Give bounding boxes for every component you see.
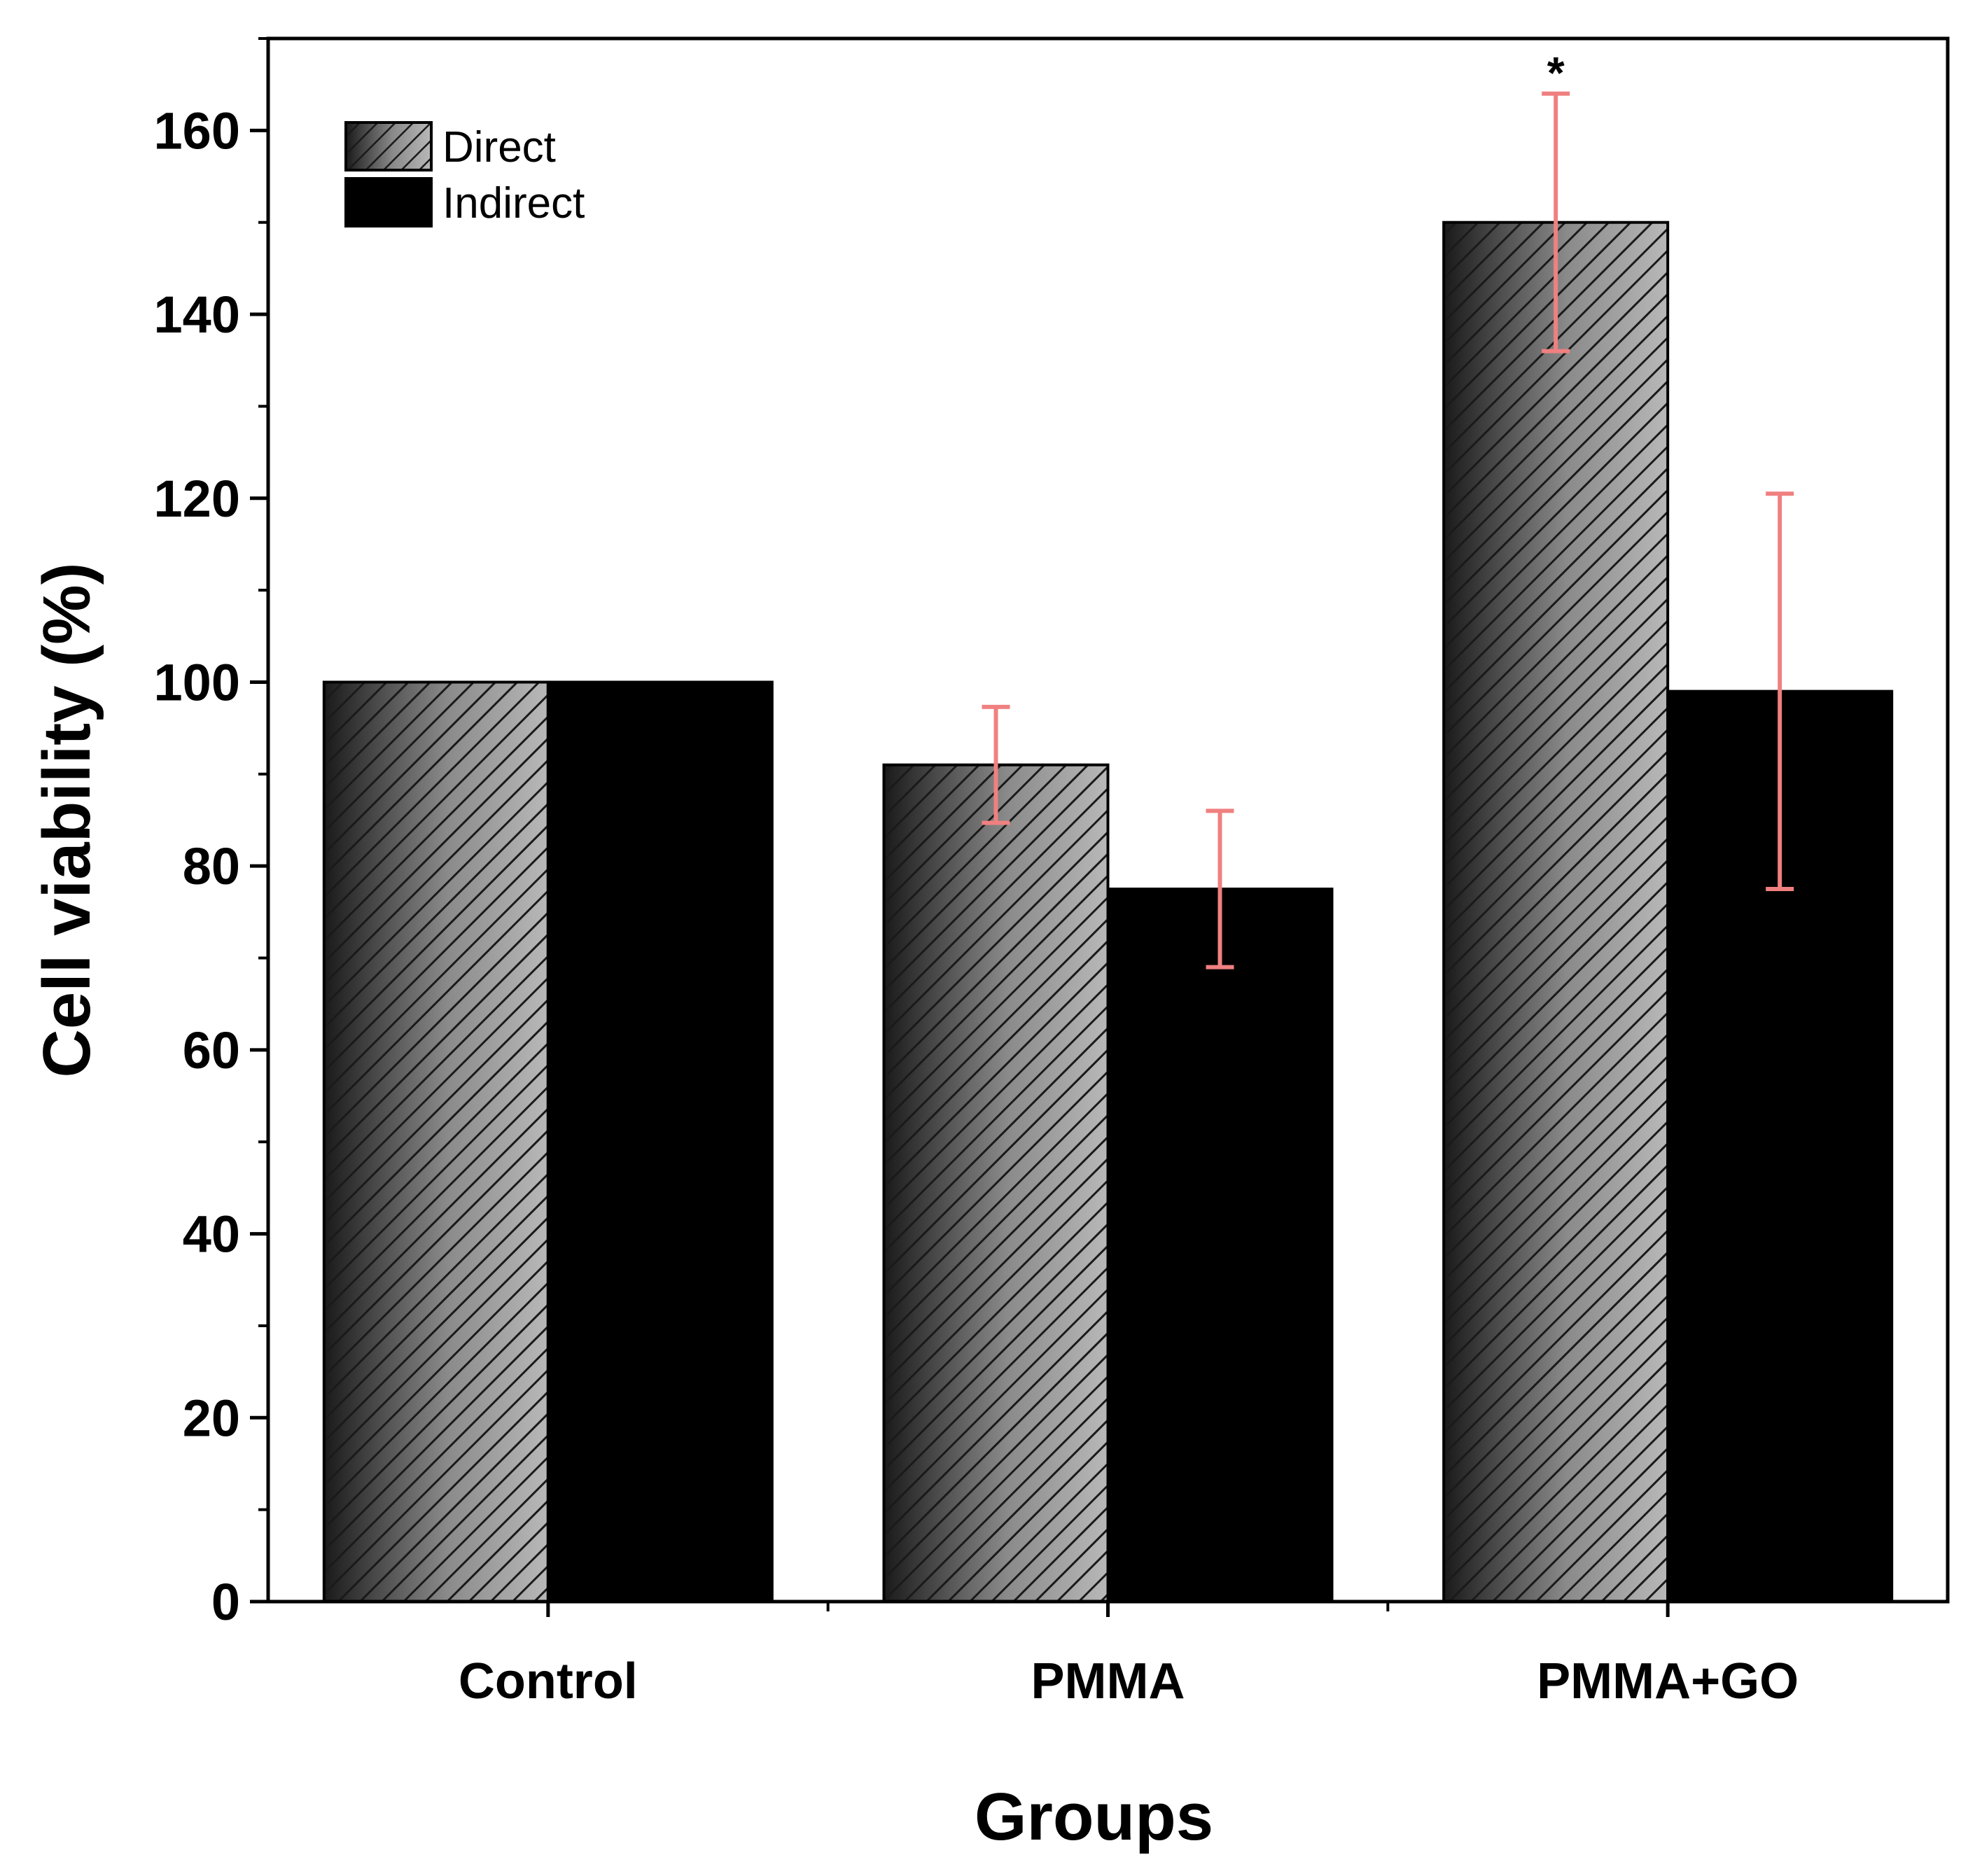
- x-tick-label: PMMA: [1031, 1653, 1185, 1709]
- y-tick-label: 0: [211, 1573, 240, 1631]
- axes-layer: [250, 36, 1950, 1617]
- y-tick-label: 160: [154, 102, 240, 160]
- bar-direct-pmma-go-hatch: [1442, 220, 1670, 1603]
- x-tick-label: Control: [459, 1653, 638, 1709]
- y-tick-label: 120: [154, 470, 240, 528]
- error-bar-indirect-pmma: [1206, 808, 1234, 969]
- bar-direct-pmma-hatch: [882, 763, 1110, 1603]
- error-bars-layer: [982, 91, 1794, 969]
- y-tick-label: 140: [154, 286, 240, 344]
- legend: Direct Indirect: [344, 121, 585, 227]
- bar-direct-control: [322, 680, 550, 1603]
- bar-direct-pmma: [882, 763, 1110, 1603]
- y-axis-title: Cell viability (%): [29, 562, 104, 1077]
- y-tick-label: 40: [183, 1205, 240, 1264]
- error-bar-direct-pmma-go: [1542, 91, 1570, 354]
- bars-layer: [322, 220, 1894, 1604]
- bar-indirect-pmma: [1106, 888, 1334, 1603]
- legend-swatch-indirect: [344, 177, 433, 227]
- bar-indirect-control: [546, 680, 774, 1603]
- error-bar-direct-pmma: [982, 704, 1010, 825]
- x-tick-label: PMMA+GO: [1537, 1653, 1799, 1709]
- significance-annotation: *: [1547, 48, 1565, 98]
- legend-item-direct: Direct: [344, 121, 556, 172]
- legend-swatch-direct: [344, 121, 433, 172]
- error-bar-indirect-pmma-go: [1766, 491, 1794, 892]
- y-tick-label: 80: [183, 837, 240, 895]
- legend-label-direct: Direct: [442, 123, 556, 172]
- y-tick-label: 100: [154, 653, 240, 711]
- legend-label-indirect: Indirect: [442, 179, 585, 227]
- bar-direct-control-hatch: [322, 680, 550, 1603]
- y-tick-label: 20: [183, 1389, 240, 1447]
- y-tick-label: 60: [183, 1021, 240, 1079]
- x-axis-title: Groups: [975, 1779, 1213, 1854]
- legend-item-indirect: Indirect: [344, 177, 585, 227]
- bar-direct-pmma-go: [1442, 220, 1670, 1603]
- labels-layer: 0 20 40 60 80 100 120 140 160 Control PMMA PMMA+GO *…: [29, 48, 1799, 1854]
